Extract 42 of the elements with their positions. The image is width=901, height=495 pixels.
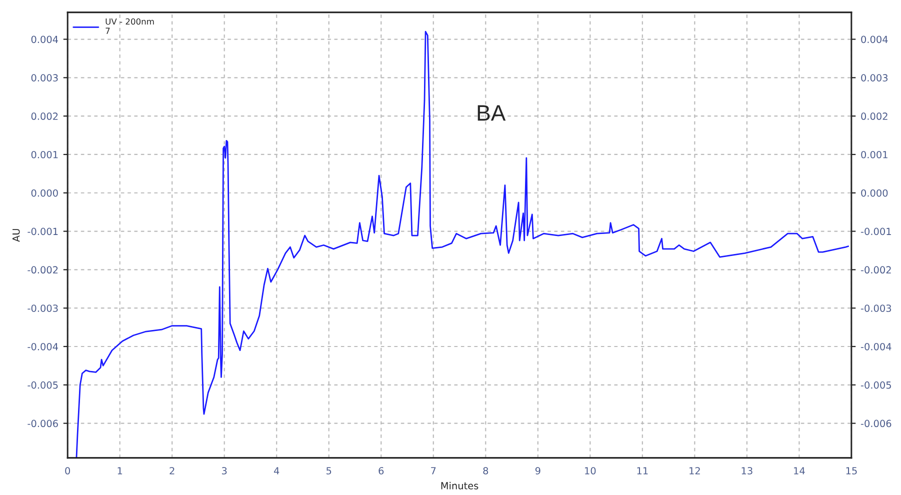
y2-tick-label: -0.005 <box>860 381 891 389</box>
y-tick-label: -0.002 <box>28 266 58 274</box>
x-tick-label: 5 <box>326 467 332 474</box>
x-tick-label: 10 <box>585 467 596 474</box>
y2-tick-label: 0.003 <box>861 74 888 82</box>
x-tick-label: 7 <box>431 467 436 474</box>
legend-label: UV - 200nm 7 <box>106 18 154 34</box>
y2-tick-label: -0.002 <box>860 266 891 274</box>
annotation: BA <box>478 105 506 121</box>
y2-tick-label: -0.006 <box>860 420 892 428</box>
y-tick-label: -0.004 <box>28 342 58 350</box>
y2-tick-label: 0.000 <box>861 189 888 197</box>
y-tick-label: 0.001 <box>31 150 58 158</box>
x-tick-label: 0 <box>65 467 70 474</box>
x-tick-label: 1 <box>118 467 122 474</box>
y2-tick-label: 0.004 <box>861 36 888 44</box>
x-tick-label: 13 <box>742 467 752 474</box>
x-tick-label: 11 <box>637 467 648 474</box>
y2-tick-label: 0.002 <box>861 112 888 120</box>
x-tick-label: 15 <box>846 467 857 474</box>
x-tick-label: 14 <box>794 467 805 474</box>
x-tick-label: 8 <box>483 467 488 474</box>
y-axis-title: AU <box>12 229 20 242</box>
y2-tick-label: -0.003 <box>860 304 892 312</box>
x-tick-label: 12 <box>690 467 700 474</box>
x-tick-label: 2 <box>170 467 174 474</box>
x-tick-label: 4 <box>274 467 280 474</box>
y-tick-label: 0.000 <box>31 189 58 197</box>
y2-tick-label: -0.001 <box>860 228 891 236</box>
y-tick-label: -0.001 <box>28 228 58 236</box>
y-tick-label: -0.005 <box>28 381 58 389</box>
x-axis-title: Minutes <box>441 482 478 490</box>
x-tick-label: 9 <box>535 467 540 474</box>
y-tick-label: 0.002 <box>31 112 58 120</box>
y2-tick-label: 0.001 <box>861 150 888 158</box>
y-tick-label: 0.004 <box>31 36 58 44</box>
y-tick-label: 0.003 <box>31 74 58 82</box>
y-tick-label: -0.006 <box>28 420 58 428</box>
x-tick-label: 3 <box>222 467 227 474</box>
y2-tick-label: -0.004 <box>860 342 892 350</box>
y-tick-label: -0.003 <box>28 304 58 312</box>
x-tick-label: 6 <box>378 467 384 474</box>
